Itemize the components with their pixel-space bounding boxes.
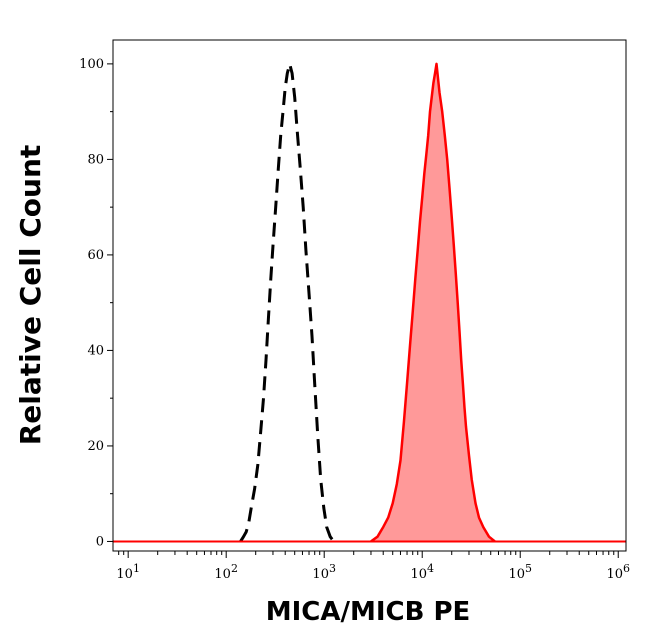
y-tick-label: 0 — [96, 534, 104, 549]
plot-area: 0 20 40 60 80 100 101 102 103 104 105 106 — [79, 39, 630, 582]
series-outline-dashed — [239, 62, 335, 543]
y-tick-label: 100 — [79, 57, 104, 72]
plot-frame — [112, 39, 627, 552]
y-axis-title: Relative Cell Count — [14, 145, 47, 446]
series-fill-area — [371, 63, 495, 542]
series-outline-red — [370, 62, 496, 543]
y-tick-label: 20 — [87, 439, 104, 454]
x-tick-label: 104 — [410, 562, 434, 582]
x-tick-label: 105 — [508, 562, 532, 582]
x-axis-title: MICA/MICB PE — [266, 597, 471, 627]
x-tick-label: 101 — [116, 562, 140, 582]
y-tick-label: 40 — [87, 343, 104, 358]
y-tick-label: 60 — [87, 248, 104, 263]
x-tick-label: 103 — [312, 562, 336, 582]
y-tick-label: 80 — [87, 152, 104, 167]
x-tick-label: 106 — [606, 562, 630, 582]
x-tick-label: 102 — [214, 562, 238, 582]
